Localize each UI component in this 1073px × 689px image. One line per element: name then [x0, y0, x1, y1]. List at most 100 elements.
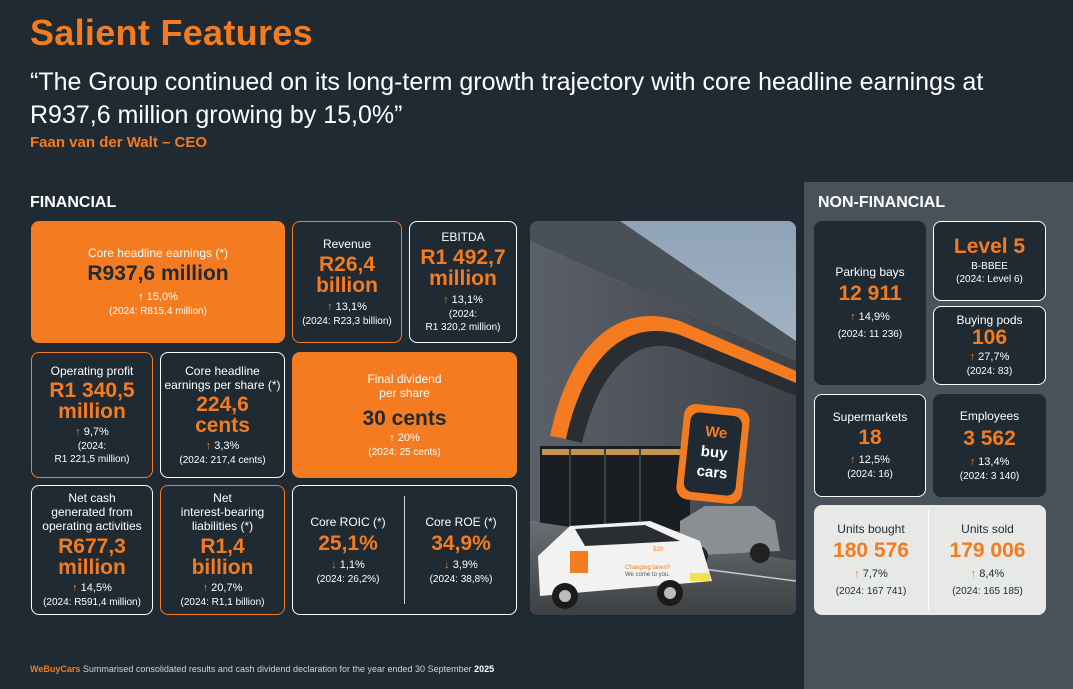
card-label: Core ROIC (*) [310, 514, 386, 529]
arrow-up-icon: ↑ [850, 311, 856, 323]
card-label-line2: earnings per share (*) [164, 377, 281, 392]
card-value-line1: R677,3 [58, 535, 126, 558]
card-prior: (2024: R591,4 million) [43, 597, 141, 608]
card-prior: (2024: R815,4 million) [109, 306, 207, 317]
ceo-quote: “The Group continued on its long-term gr… [30, 68, 984, 129]
webuycars-sign: We buy cars [676, 404, 750, 504]
card-value: 180 576 [833, 539, 909, 562]
net-cash-card: Net cash generated from operating activi… [31, 485, 153, 615]
arrow-up-icon: ↑ [327, 300, 333, 313]
card-prior: (2024: 165 185) [952, 586, 1023, 597]
card-prior: (2024: 16) [847, 469, 893, 480]
car-number: 520 [653, 547, 664, 553]
card-value: 12 911 [838, 282, 902, 305]
page-title: Salient Features [30, 12, 313, 53]
footer-year: 2025 [474, 664, 495, 674]
quote-attribution: Faan van der Walt – CEO [30, 134, 207, 151]
footer: WeBuyCars Summarised consolidated result… [30, 664, 494, 674]
footer-text: Summarised consolidated results and cash… [80, 664, 475, 674]
card-value-line2: million [429, 267, 497, 290]
buying-pods-card: Buying pods 106 ↑ 27,7% (2024: 83) [933, 306, 1046, 385]
card-prior: (2024: 25 cents) [368, 446, 441, 458]
card-value: 106 [971, 326, 1008, 349]
card-label: Revenue [322, 236, 372, 251]
card-change: 14,9% [858, 311, 890, 323]
financial-section-label: FINANCIAL [30, 194, 117, 211]
card-value-line1: R26,4 [318, 252, 376, 276]
card-value-line1: R1 340,5 [49, 379, 135, 402]
final-dividend-card: Final dividend per share 30 cents ↑ 20% … [292, 352, 517, 478]
arrow-up-icon: ↑ [389, 431, 395, 444]
revenue-card: Revenue R26,4 billion ↑ 13,1% (2024: R23… [292, 221, 402, 343]
card-label: B-BBEE [971, 261, 1008, 272]
sign-text-line2: buy [700, 443, 729, 463]
card-label: Units bought [837, 522, 905, 536]
card-change: 3,9% [452, 558, 478, 571]
card-change: 13,4% [978, 455, 1010, 468]
card-label: Parking bays [835, 265, 905, 279]
card-change: 27,7% [978, 351, 1010, 363]
card-label-line3: operating activities [42, 519, 142, 533]
card-label-line2: per share [379, 385, 430, 400]
arrow-up-icon: ↑ [970, 568, 977, 580]
card-prior: (2024: R1,1 billion) [180, 597, 265, 608]
card-value: 25,1% [318, 531, 378, 555]
card-label: Buying pods [956, 313, 1023, 327]
card-prior-line1: (2024: [448, 309, 478, 320]
card-label: Core ROE (*) [425, 514, 497, 529]
card-value-line2: million [58, 400, 126, 423]
arrow-up-icon: ↑ [202, 582, 209, 594]
operating-profit-card: Operating profit R1 340,5 million ↑ 9,7%… [31, 352, 153, 478]
card-label-line2: generated from [51, 505, 133, 519]
card-value-line2: cents [195, 413, 250, 437]
arrow-up-icon: ↑ [75, 426, 81, 438]
arrow-up-icon: ↑ [969, 351, 976, 363]
net-ibl-card: Net interest-bearing liabilities (*) R1,… [160, 485, 285, 615]
card-change: 7,7% [862, 568, 888, 580]
returns-divider [404, 496, 405, 604]
card-change: 8,4% [979, 568, 1005, 580]
card-change: 13,1% [335, 300, 367, 313]
card-change: 15,0% [146, 291, 178, 303]
core-headline-earnings-card: Core headline earnings (*) R937,6 millio… [31, 221, 285, 343]
employees-card: Employees 3 562 ↑ 13,4% (2024: 3 140) [933, 394, 1046, 497]
card-change: 20% [397, 431, 420, 444]
card-prior: (2024: 38,8%) [429, 573, 493, 585]
arrow-up-icon: ↑ [443, 294, 449, 306]
card-value: 179 006 [949, 539, 1026, 562]
card-label-line1: Final dividend [367, 371, 442, 386]
card-prior: (2024: 26,2%) [316, 573, 380, 585]
units-bought-block: Units bought 180 576 ↑ 7,7% (2024: 167 7… [814, 505, 928, 615]
arrow-down-icon: ↓ [444, 558, 450, 571]
card-label-line1: Net [213, 491, 232, 505]
card-value-line1: 224,6 [196, 392, 249, 416]
arrow-up-icon: ↑ [205, 439, 212, 452]
card-change: 1,1% [339, 558, 365, 571]
card-value-line1: R1 492,7 [420, 246, 506, 269]
card-prior-line2: R1 221,5 million) [54, 454, 130, 465]
card-change: 12,5% [858, 454, 890, 466]
sign-text-line3: cars [696, 462, 728, 482]
arrow-up-icon: ↑ [138, 291, 144, 303]
card-label: EBITDA [441, 230, 485, 244]
dealership-photo: We buy cars Changing lanes? We come to y… [530, 221, 796, 615]
core-roic-block: Core ROIC (*) 25,1% ↓ 1,1% (2024: 26,2%) [292, 485, 404, 615]
units-card [814, 505, 1046, 615]
units-sold-block: Units sold 179 006 ↑ 8,4% (2024: 165 185… [929, 505, 1046, 615]
card-prior: (2024: 83) [966, 366, 1013, 377]
card-value: 30 cents [362, 406, 447, 430]
card-change: 9,7% [83, 426, 109, 438]
card-value: 18 [858, 426, 882, 449]
card-label: Core headline earnings (*) [87, 246, 229, 260]
car-text-line1: Changing lanes? [625, 565, 671, 571]
card-prior: (2024: 3 140) [959, 470, 1020, 482]
core-roe-block: Core ROE (*) 34,9% ↓ 3,9% (2024: 38,8%) [405, 485, 517, 615]
card-change: 20,7% [211, 582, 243, 594]
ebitda-card: EBITDA R1 492,7 million ↑ 13,1% (2024: R… [409, 221, 517, 343]
card-prior-line1: (2024: [77, 441, 107, 452]
arrow-up-icon: ↑ [969, 455, 976, 468]
card-prior: (2024: Level 6) [956, 274, 1023, 285]
card-label: Operating profit [50, 364, 134, 378]
sign-text-line1: We [704, 423, 728, 442]
units-divider [928, 510, 929, 610]
